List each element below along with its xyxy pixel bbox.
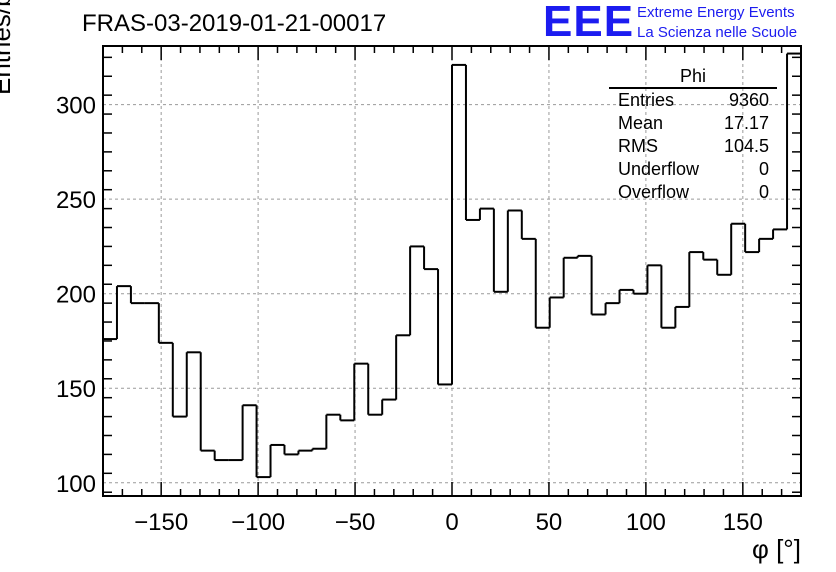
logo-line-1: Extreme Energy Events: [637, 4, 795, 21]
y-tick-label: 200: [56, 282, 96, 309]
x-axis-label: φ [°]: [752, 534, 801, 564]
x-tick-label: −150: [134, 509, 188, 536]
x-tick-label: 0: [445, 509, 458, 536]
stats-label: Mean: [618, 113, 664, 133]
logo-line-2: La Scienza nelle Scuole: [637, 24, 798, 41]
y-tick-label: 250: [56, 187, 96, 214]
x-tick-label: 150: [723, 509, 763, 536]
stats-label: RMS: [618, 136, 658, 156]
stats-value: 0: [758, 182, 769, 202]
stats-value: 17.17: [723, 113, 769, 133]
stats-row-rms: RMS 104.5: [609, 135, 777, 158]
eee-logo: EEE: [543, 0, 635, 46]
stats-row-underflow: Underflow 0: [609, 158, 777, 181]
y-tick-label: 150: [56, 376, 96, 403]
x-tick-label: −50: [335, 509, 376, 536]
stats-label: Entries: [618, 90, 675, 110]
chart-title: FRAS-03-2019-01-21-00017: [82, 10, 387, 37]
stats-label: Underflow: [618, 159, 700, 179]
stats-value: 0: [758, 159, 769, 179]
stats-row-overflow: Overflow 0: [609, 181, 777, 204]
y-tick-label: 300: [56, 93, 96, 120]
stats-label: Overflow: [618, 182, 690, 202]
y-axis-label: Entries/bin: [0, 0, 16, 95]
stats-row-mean: Mean 17.17: [609, 112, 777, 135]
x-tick-label: −100: [231, 509, 285, 536]
stats-box: Phi Entries 9360 Mean 17.17 RMS 104.5 Under…: [609, 66, 777, 204]
y-tick-label: 100: [56, 471, 96, 498]
x-tick-label: 100: [626, 509, 666, 536]
stats-value: 9360: [728, 90, 769, 110]
stats-value: 104.5: [723, 136, 769, 156]
stats-title: Phi: [609, 66, 777, 89]
stats-row-entries: Entries 9360: [609, 89, 777, 112]
x-tick-label: 50: [536, 509, 563, 536]
